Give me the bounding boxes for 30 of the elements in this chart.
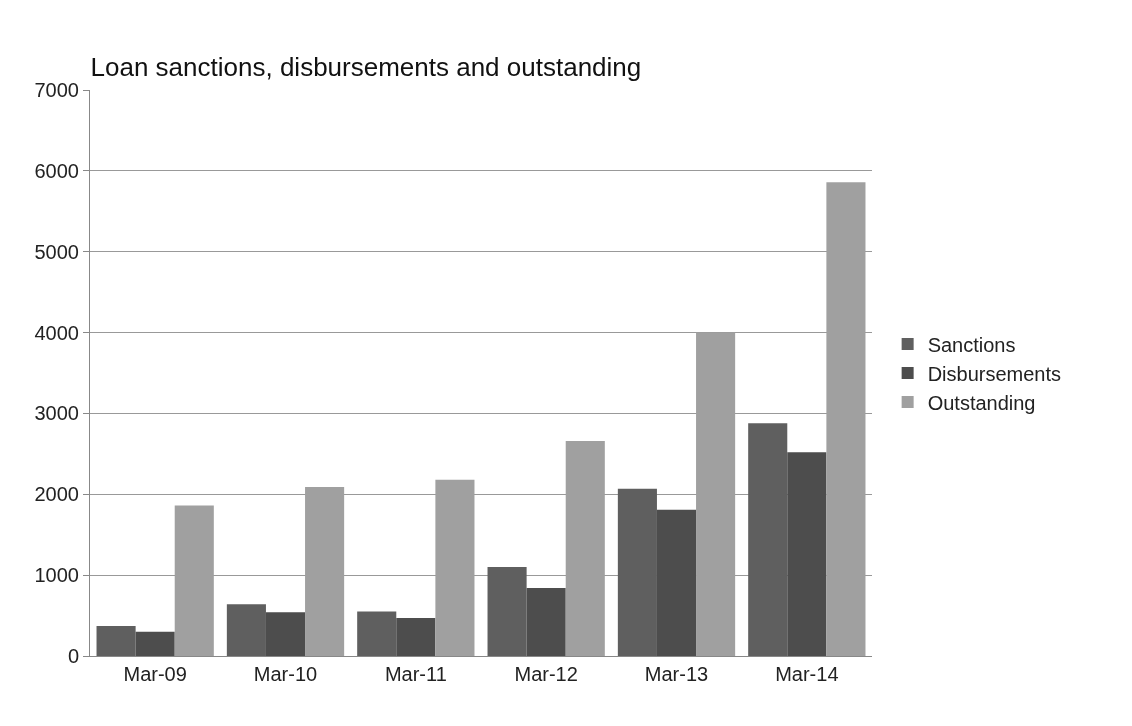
- x-tick-label: Mar-09: [123, 663, 187, 685]
- y-tick-label: 3000: [34, 402, 79, 425]
- bar: [357, 611, 397, 656]
- bar: [487, 567, 527, 656]
- bar: [787, 452, 827, 656]
- y-tick-label: 2000: [34, 483, 79, 506]
- legend-label: Sanctions: [927, 333, 1016, 356]
- x-tick-label: Mar-13: [644, 663, 709, 685]
- bar: [135, 631, 175, 656]
- y-tick-label: 4000: [34, 321, 79, 344]
- y-tick-label: 5000: [34, 240, 79, 263]
- x-tick-label: Mar-12: [514, 663, 578, 685]
- y-tick-label: 1000: [34, 564, 79, 587]
- bar: [226, 604, 266, 656]
- bar: [96, 626, 136, 656]
- x-tick-label: Mar-14: [775, 663, 839, 685]
- bar: [748, 423, 788, 656]
- bar: [396, 618, 436, 656]
- y-tick-label: 7000: [34, 79, 79, 101]
- legend-label: Disbursements: [927, 362, 1062, 385]
- x-tick-label: Mar-11: [384, 663, 447, 685]
- chart-title: Loan sanctions, disbursements and outstanding: [90, 52, 642, 83]
- bar: [265, 612, 306, 656]
- x-tick-label: Mar-10: [253, 663, 318, 685]
- legend-label: Outstanding: [927, 391, 1036, 414]
- y-tick-label: 0: [67, 645, 79, 667]
- y-tick-label: 6000: [34, 159, 79, 182]
- bar: [526, 588, 566, 656]
- bar: [617, 488, 657, 656]
- bar: [656, 509, 697, 656]
